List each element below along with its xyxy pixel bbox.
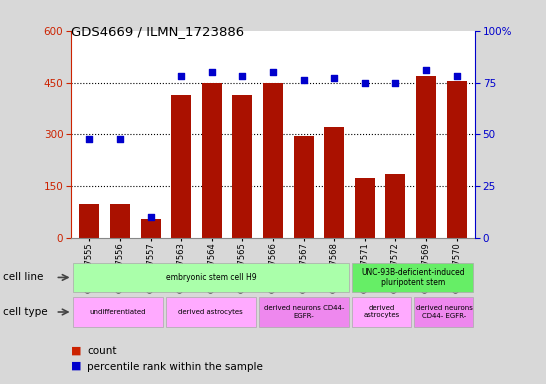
Bar [294,136,313,238]
Bar [324,127,344,238]
Point [116,136,124,142]
Bar [79,204,99,238]
Bar [73,263,349,292]
Point [269,69,277,75]
Bar [202,83,222,238]
Bar [233,94,252,238]
Bar [73,297,163,327]
Bar [259,297,349,327]
Bar [263,83,283,238]
Text: percentile rank within the sample: percentile rank within the sample [87,362,263,372]
Text: embryonic stem cell H9: embryonic stem cell H9 [165,273,256,282]
Point [452,73,461,79]
Point [391,79,400,86]
Point [85,136,94,142]
Bar [416,76,436,238]
Point [207,69,216,75]
Bar [352,263,473,292]
Point [330,75,339,81]
Text: derived astrocytes: derived astrocytes [179,309,243,315]
Bar [171,94,191,238]
Bar [385,174,405,238]
Text: UNC-93B-deficient-induced
pluripotent stem: UNC-93B-deficient-induced pluripotent st… [361,268,465,287]
Bar [166,297,256,327]
Text: cell type: cell type [3,307,48,317]
Text: ■: ■ [71,346,81,356]
Text: derived neurons CD44-
EGFR-: derived neurons CD44- EGFR- [264,306,345,318]
Text: count: count [87,346,117,356]
Text: ■: ■ [71,361,81,371]
Point [238,73,247,79]
Text: undifferentiated: undifferentiated [90,309,146,315]
Bar [447,81,467,238]
Point [422,67,430,73]
Point [299,78,308,84]
Bar [141,219,161,238]
Bar [355,177,375,238]
Point [360,79,369,86]
Point [146,214,155,220]
Bar [414,297,473,327]
Bar [110,204,130,238]
Bar [352,297,411,327]
Point [177,73,186,79]
Text: cell line: cell line [3,272,43,282]
Text: GDS4669 / ILMN_1723886: GDS4669 / ILMN_1723886 [71,25,244,38]
Text: derived
astrocytes: derived astrocytes [364,306,400,318]
Text: derived neurons
CD44- EGFR-: derived neurons CD44- EGFR- [416,306,472,318]
